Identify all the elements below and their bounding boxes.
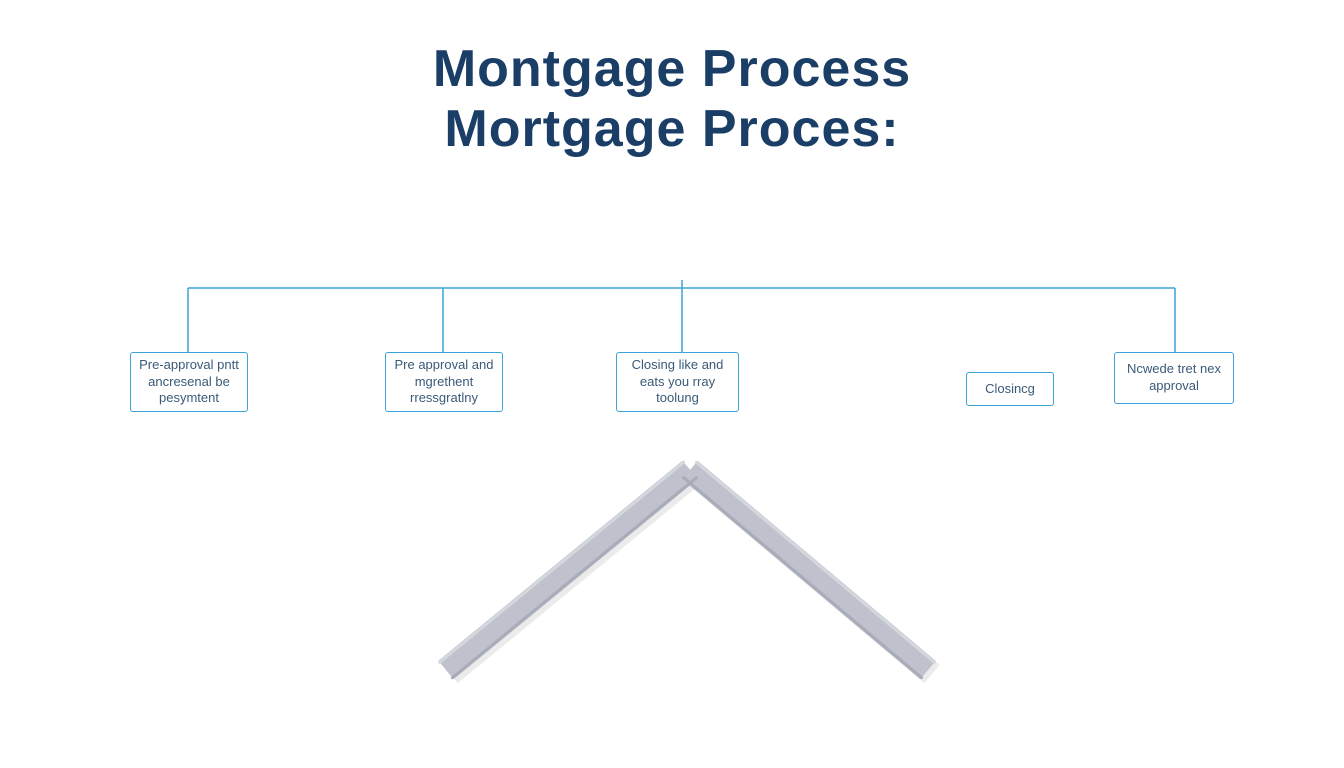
diagram-node-2: Closing like and eats you rray toolung bbox=[616, 352, 739, 412]
diagram-node-0: Pre-approval pntt ancresenal be pesymten… bbox=[130, 352, 248, 412]
title-line-2: Mortgage Proces: bbox=[0, 100, 1344, 160]
roof-shape bbox=[0, 460, 1344, 700]
diagram-node-4: Ncwede tret nex approval bbox=[1114, 352, 1234, 404]
diagram-node-3: Closincg bbox=[966, 372, 1054, 406]
diagram-node-1: Pre approval and mgrethent rressgratlny bbox=[385, 352, 503, 412]
diagram-boxes: Pre-approval pntt ancresenal be pesymten… bbox=[0, 352, 1344, 432]
title-line-1: Montgage Process bbox=[0, 40, 1344, 100]
title-block: Montgage Process Mortgage Proces: bbox=[0, 40, 1344, 160]
